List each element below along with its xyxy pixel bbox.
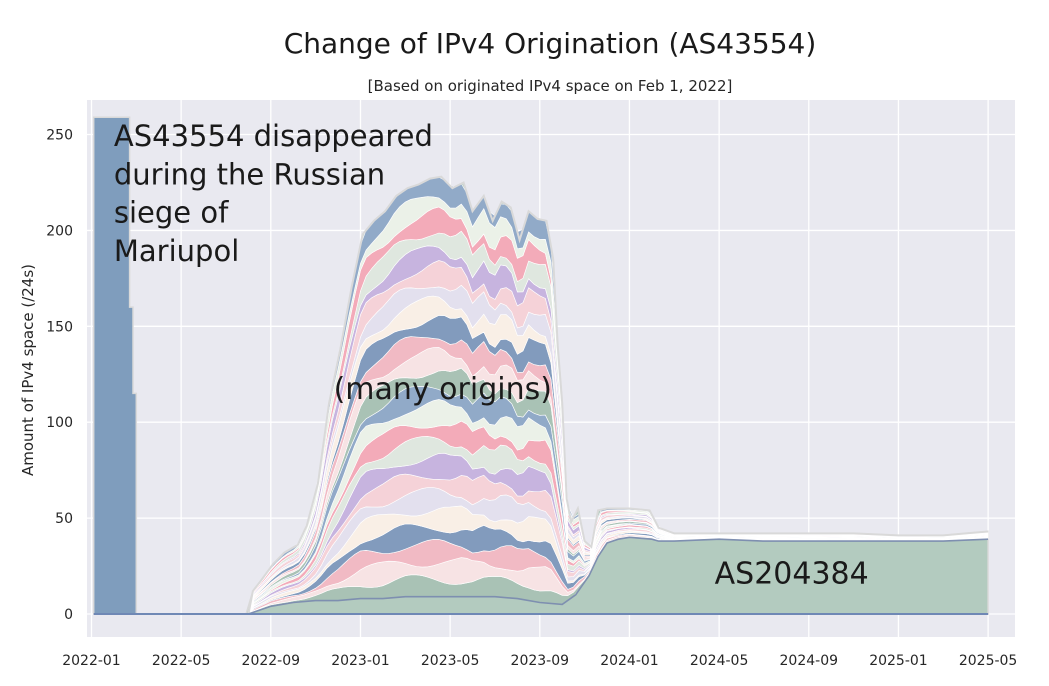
x-tick-label: 2023-05	[421, 653, 480, 669]
many-origins-base-line	[248, 536, 989, 615]
x-tick-label: 2024-09	[780, 653, 839, 669]
x-tick-label: 2025-01	[869, 653, 928, 669]
y-axis-ticks: 0 50 100 150 200 250	[46, 128, 73, 623]
x-tick-label: 2023-01	[331, 653, 390, 669]
annotation-text: (many origins)	[334, 372, 552, 407]
area-layers	[92, 116, 989, 615]
annotation-text: during the Russian	[114, 157, 385, 191]
annotation-text: AS43554 disappeared	[114, 119, 433, 153]
y-tick-label: 100	[46, 415, 73, 431]
x-axis-ticks: 2022-01 2022-05 2022-09 2023-01 2023-05 2023-…	[62, 653, 1017, 669]
y-tick-label: 150	[46, 319, 73, 335]
x-tick-label: 2023-09	[511, 653, 570, 669]
y-tick-label: 200	[46, 223, 73, 239]
annotation-text: siege of	[114, 196, 229, 230]
x-tick-label: 2024-05	[690, 653, 749, 669]
y-tick-label: 250	[46, 128, 73, 144]
many-origins-outline	[247, 175, 989, 615]
x-tick-label: 2022-09	[242, 653, 301, 669]
annotation-text: AS204384	[715, 556, 869, 591]
chart-subtitle: [Based on originated IPv4 space on Feb 1…	[368, 77, 733, 95]
x-tick-label: 2022-05	[152, 653, 211, 669]
chart-title: Change of IPv4 Origination (AS43554)	[284, 27, 817, 60]
annotations: AS43554 disappeared during the Russian sie…	[114, 119, 869, 591]
y-tick-label: 50	[55, 511, 73, 527]
x-tick-label: 2025-05	[959, 653, 1018, 669]
y-axis-label: Amount of IPv4 space (/24s)	[19, 264, 37, 476]
annotation-text: Mariupol	[114, 234, 239, 268]
x-tick-label: 2022-01	[62, 653, 121, 669]
x-tick-label: 2024-01	[600, 653, 659, 669]
y-tick-label: 0	[64, 607, 73, 623]
